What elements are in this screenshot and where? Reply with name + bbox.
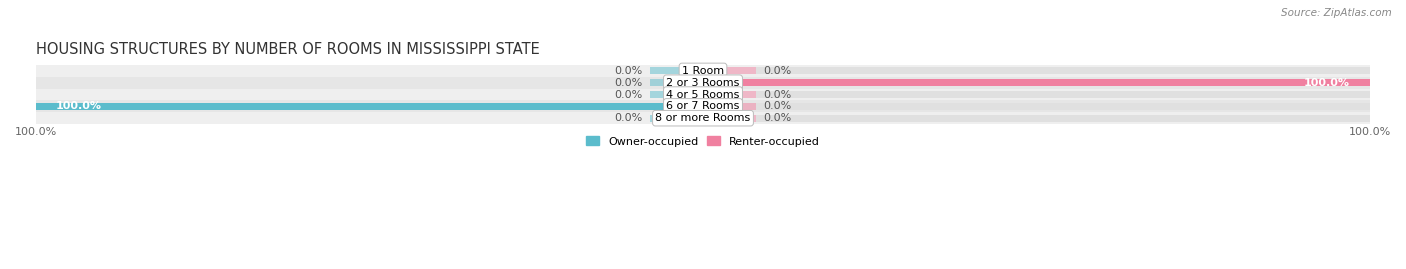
Bar xyxy=(37,65,1369,77)
Bar xyxy=(703,79,756,86)
Bar xyxy=(0,91,37,98)
Bar xyxy=(756,91,1369,98)
Text: 2 or 3 Rooms: 2 or 3 Rooms xyxy=(666,78,740,88)
Bar xyxy=(650,115,703,122)
Text: 0.0%: 0.0% xyxy=(614,66,643,76)
Bar xyxy=(703,67,756,75)
Bar xyxy=(650,79,703,86)
Bar xyxy=(650,91,703,98)
Text: 0.0%: 0.0% xyxy=(763,113,792,123)
Bar xyxy=(37,112,1369,124)
Text: 1 Room: 1 Room xyxy=(682,66,724,76)
Bar xyxy=(0,115,37,122)
Text: 0.0%: 0.0% xyxy=(763,101,792,111)
Bar xyxy=(37,77,1369,89)
Bar xyxy=(650,67,703,75)
Bar xyxy=(756,115,1369,122)
Bar xyxy=(37,89,1369,101)
Text: 0.0%: 0.0% xyxy=(614,78,643,88)
Bar xyxy=(0,79,37,86)
Text: HOUSING STRUCTURES BY NUMBER OF ROOMS IN MISSISSIPPI STATE: HOUSING STRUCTURES BY NUMBER OF ROOMS IN… xyxy=(37,42,540,57)
Text: 0.0%: 0.0% xyxy=(614,113,643,123)
Text: 6 or 7 Rooms: 6 or 7 Rooms xyxy=(666,101,740,111)
Bar xyxy=(37,103,703,110)
Bar xyxy=(703,103,756,110)
Bar xyxy=(650,103,703,110)
Bar xyxy=(0,67,37,75)
Bar xyxy=(0,103,37,110)
Text: 100.0%: 100.0% xyxy=(1303,78,1350,88)
Text: 100.0%: 100.0% xyxy=(56,101,103,111)
Text: 8 or more Rooms: 8 or more Rooms xyxy=(655,113,751,123)
Bar xyxy=(756,79,1369,86)
Text: 4 or 5 Rooms: 4 or 5 Rooms xyxy=(666,90,740,100)
Bar xyxy=(703,91,756,98)
Legend: Owner-occupied, Renter-occupied: Owner-occupied, Renter-occupied xyxy=(581,132,825,151)
Text: Source: ZipAtlas.com: Source: ZipAtlas.com xyxy=(1281,8,1392,18)
Bar xyxy=(37,101,1369,112)
Bar xyxy=(756,67,1369,75)
Bar xyxy=(703,79,1369,86)
Bar xyxy=(703,115,756,122)
Text: 0.0%: 0.0% xyxy=(763,90,792,100)
Text: 0.0%: 0.0% xyxy=(763,66,792,76)
Text: 0.0%: 0.0% xyxy=(614,90,643,100)
Bar xyxy=(756,103,1369,110)
